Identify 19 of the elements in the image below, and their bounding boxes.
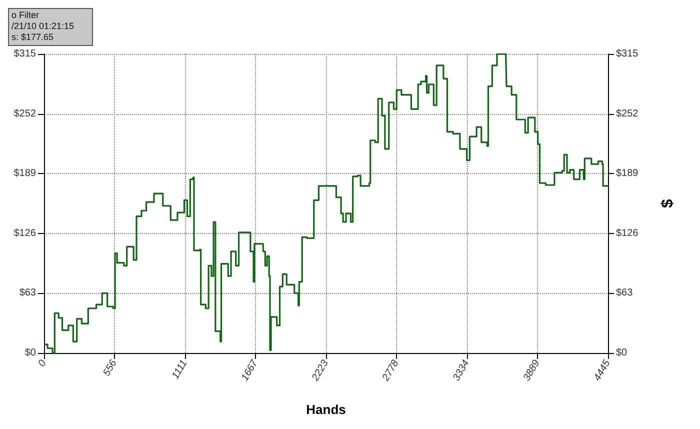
y2-tick-label: $252 bbox=[616, 108, 639, 120]
y2-tick-label: $315 bbox=[616, 48, 639, 60]
text: /21/10 01:21:15 bbox=[12, 21, 74, 31]
y-tick-label: $315 bbox=[14, 48, 36, 60]
y-tick-label: $189 bbox=[14, 168, 36, 180]
y2-tick-label: $189 bbox=[616, 168, 639, 180]
y-tick-label: $0 bbox=[24, 348, 36, 358]
y-tick-label: $126 bbox=[14, 228, 36, 239]
y2-tick-label: $63 bbox=[616, 288, 634, 299]
y2-axis-title: $ bbox=[660, 198, 676, 208]
y-tick-label: $252 bbox=[14, 108, 36, 120]
x-axis-title: Hands bbox=[306, 402, 346, 417]
y2-tick-label: $0 bbox=[616, 348, 628, 358]
y-tick-label: $63 bbox=[19, 288, 36, 299]
y2-tick-label: $126 bbox=[616, 228, 639, 239]
text: s: $177.65 bbox=[12, 32, 54, 42]
x-tick-label: 0 bbox=[36, 358, 49, 369]
text: o Filter bbox=[12, 10, 40, 20]
x-tick-label: 556 bbox=[101, 358, 120, 378]
